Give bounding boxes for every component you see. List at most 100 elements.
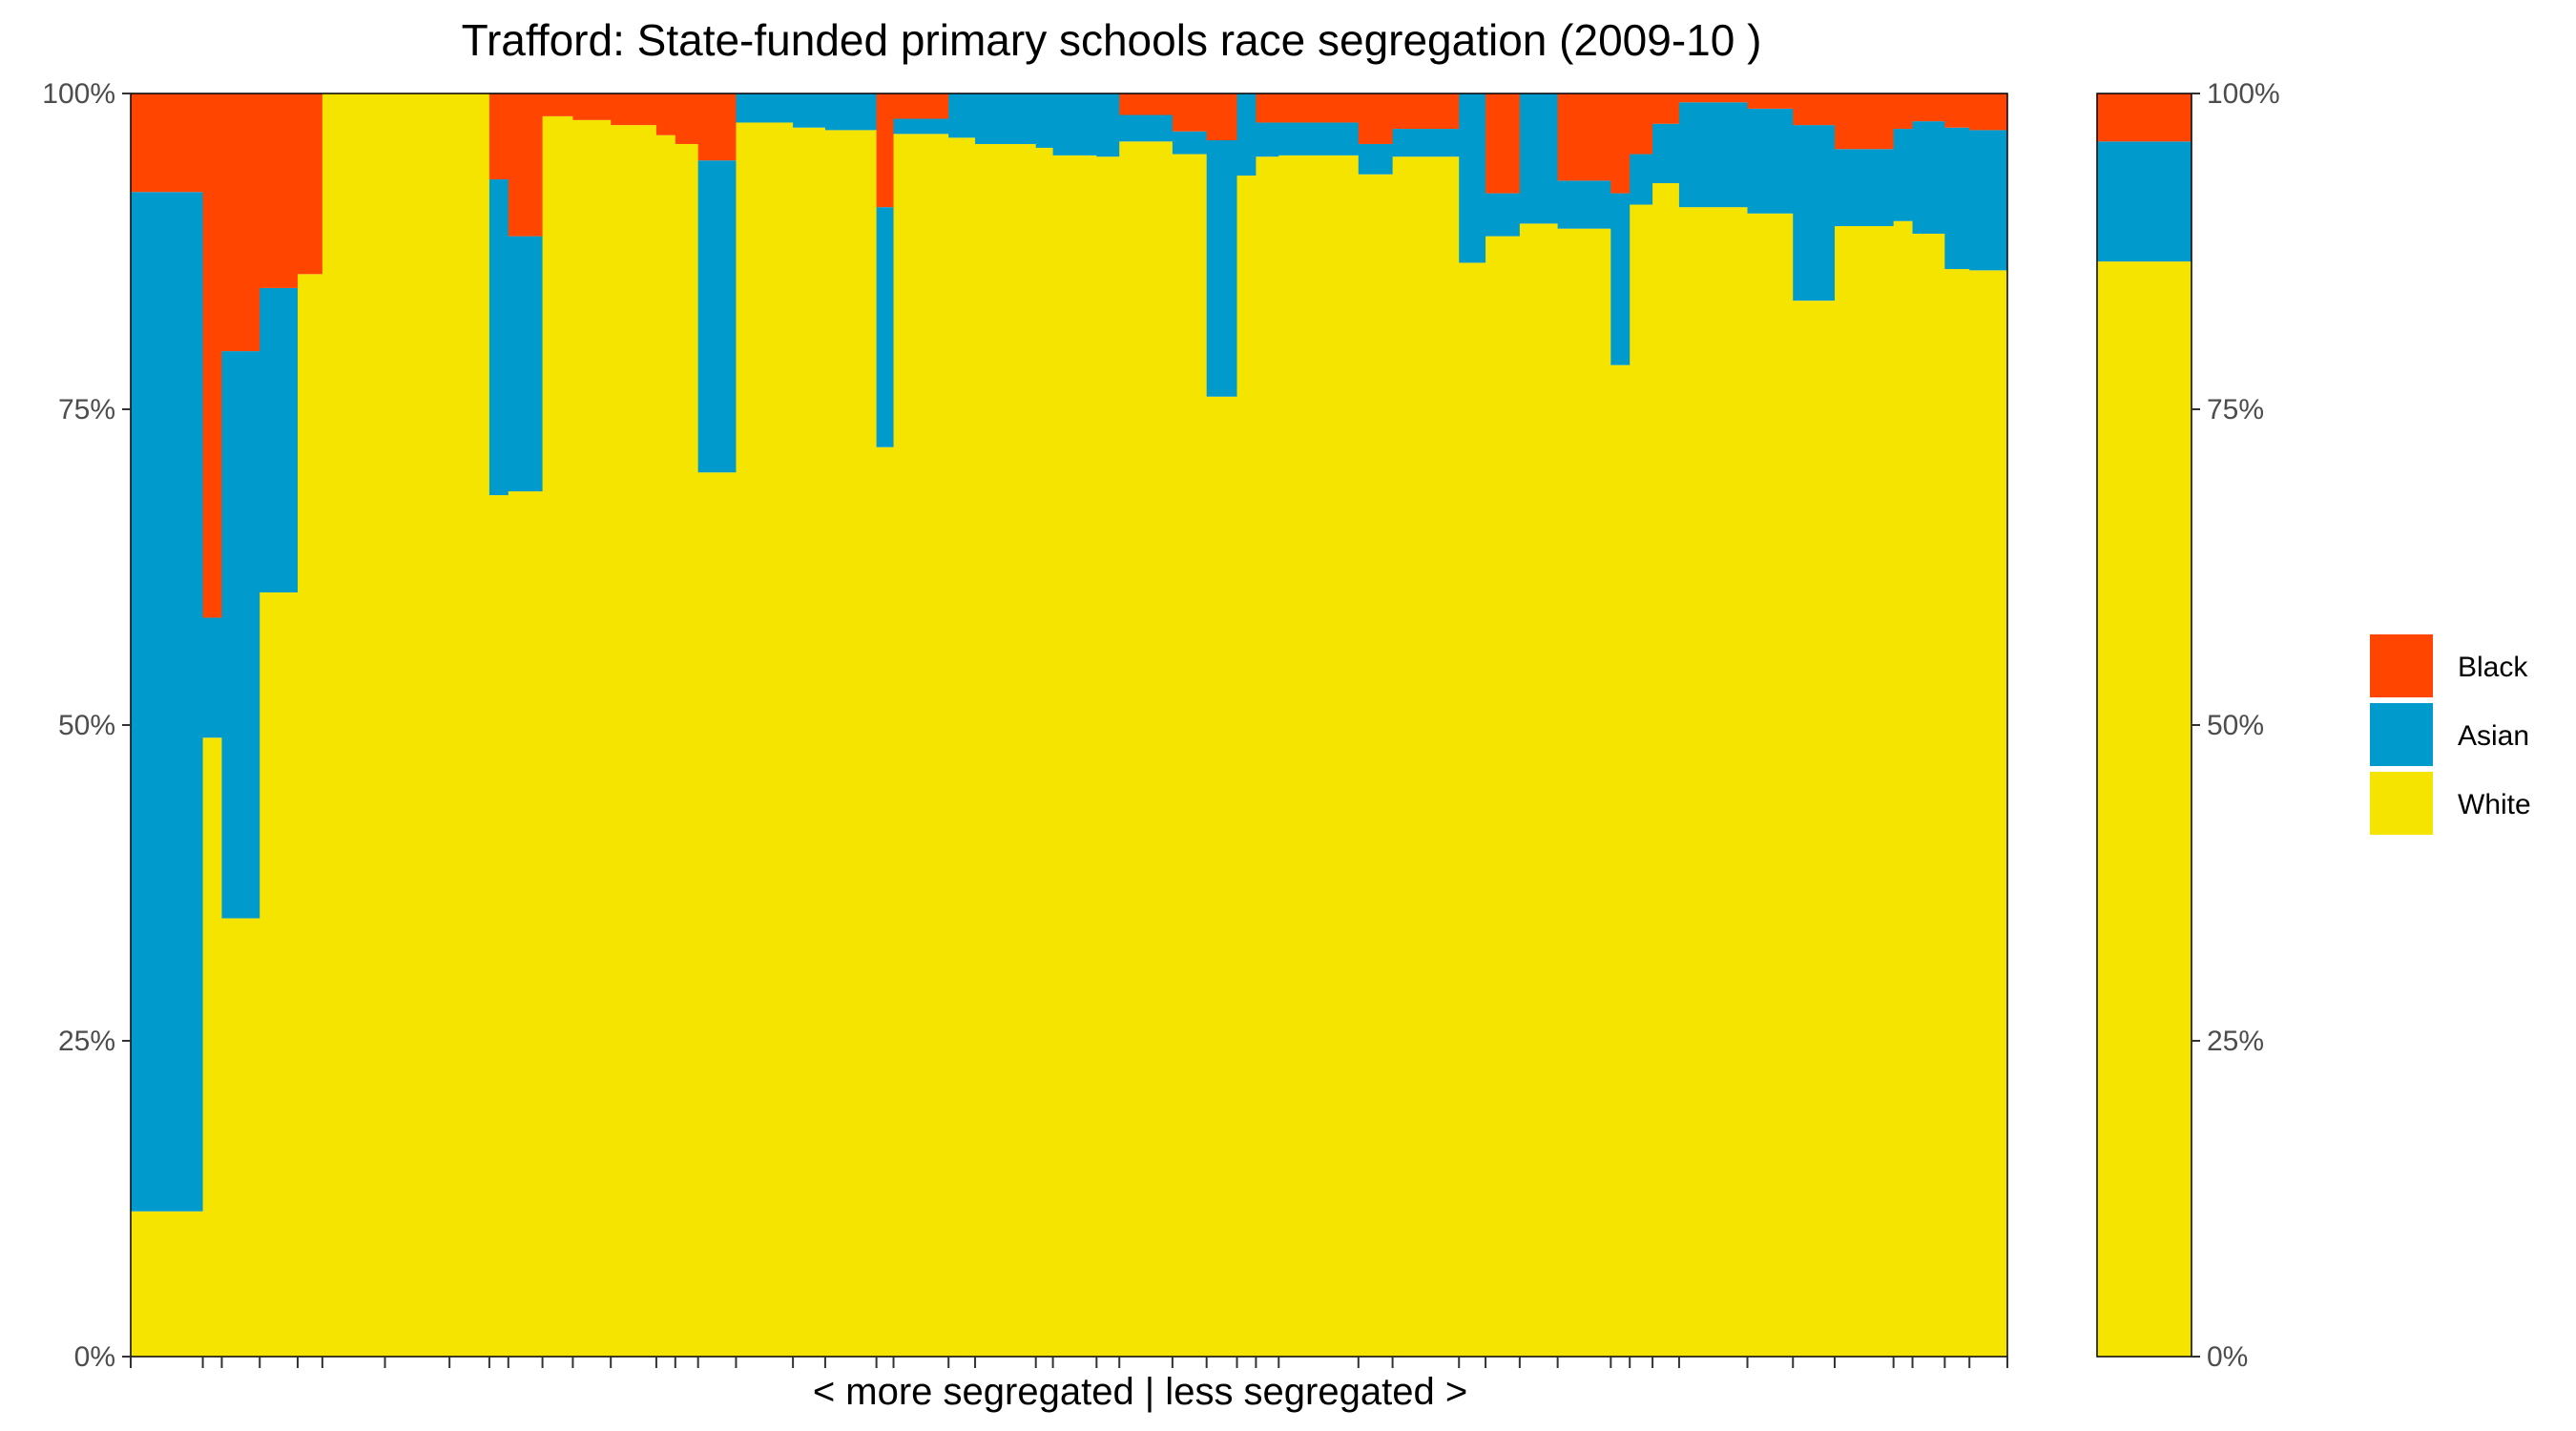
overall-asian-segment-0 — [2097, 141, 2192, 262]
y-tick-label-right-3: 75% — [2207, 394, 2264, 425]
school-asian-segment-30 — [1256, 122, 1279, 157]
school-white-segment-1 — [202, 737, 222, 1357]
legend-label-white: White — [2458, 789, 2531, 820]
school-asian-segment-20 — [893, 118, 949, 135]
school-black-segment-4 — [298, 93, 323, 275]
school-asian-segment-17 — [793, 93, 826, 128]
school-white-segment-46 — [1912, 233, 1945, 1358]
school-asian-segment-32 — [1358, 143, 1394, 175]
school-black-segment-42 — [1747, 93, 1794, 109]
school-white-segment-20 — [893, 134, 949, 1357]
school-white-segment-27 — [1172, 154, 1208, 1357]
school-black-segment-9 — [508, 93, 543, 237]
school-black-segment-12 — [611, 93, 657, 126]
school-black-segment-0 — [131, 93, 203, 193]
y-tick-label-right-1: 25% — [2207, 1026, 2264, 1057]
school-asian-segment-37 — [1557, 180, 1611, 229]
legend: Black Asian White — [2370, 634, 2531, 835]
school-white-segment-29 — [1236, 176, 1257, 1357]
school-white-segment-16 — [736, 122, 794, 1357]
school-black-segment-2 — [221, 93, 260, 352]
school-white-segment-3 — [260, 591, 299, 1357]
school-black-segment-33 — [1392, 93, 1460, 130]
x-axis-title: < more segregated | less segregated > — [813, 1371, 1467, 1413]
chart-title: Trafford: State-funded primary schools r… — [462, 15, 1762, 65]
school-white-segment-28 — [1206, 396, 1237, 1357]
school-black-segment-41 — [1678, 93, 1748, 103]
school-white-segment-15 — [697, 472, 737, 1357]
school-black-segment-43 — [1793, 93, 1836, 126]
school-asian-segment-48 — [1969, 130, 2008, 271]
overall-black-segment-0 — [2097, 93, 2192, 142]
school-black-segment-8 — [488, 93, 509, 180]
school-black-segment-37 — [1557, 93, 1611, 181]
school-black-segment-39 — [1630, 93, 1653, 155]
school-black-segment-38 — [1610, 93, 1631, 194]
school-white-segment-4 — [298, 274, 323, 1357]
school-asian-segment-24 — [1052, 93, 1097, 156]
y-tick-label-left-1: 25% — [58, 1026, 115, 1057]
school-asian-segment-2 — [221, 351, 260, 919]
school-asian-segment-35 — [1485, 193, 1521, 237]
school-black-segment-26 — [1119, 93, 1174, 115]
school-white-segment-36 — [1519, 223, 1559, 1358]
legend-swatch-black — [2370, 634, 2433, 697]
school-asian-segment-44 — [1835, 149, 1895, 227]
school-white-segment-39 — [1630, 204, 1653, 1358]
school-white-segment-45 — [1893, 220, 1913, 1357]
overall-bar — [2097, 93, 2192, 1357]
y-tick-label-left-0: 0% — [74, 1341, 115, 1373]
school-white-segment-34 — [1459, 262, 1486, 1357]
school-black-segment-45 — [1893, 93, 1913, 130]
school-white-segment-37 — [1557, 228, 1611, 1358]
school-asian-segment-16 — [736, 93, 794, 123]
school-white-segment-18 — [824, 130, 878, 1357]
school-white-segment-10 — [542, 115, 573, 1357]
school-white-segment-41 — [1678, 207, 1748, 1357]
school-white-segment-38 — [1610, 364, 1631, 1357]
school-black-segment-35 — [1485, 93, 1521, 194]
school-white-segment-25 — [1096, 156, 1120, 1358]
legend-label-black: Black — [2458, 652, 2528, 683]
school-asian-segment-19 — [876, 207, 894, 447]
school-asian-segment-26 — [1119, 114, 1174, 142]
school-white-segment-7 — [449, 93, 490, 1357]
school-asian-segment-15 — [697, 160, 737, 473]
school-black-segment-14 — [675, 93, 699, 144]
y-tick-label-left-2: 50% — [58, 710, 115, 741]
school-asian-segment-33 — [1392, 129, 1460, 157]
school-black-segment-48 — [1969, 93, 2008, 131]
school-asian-segment-46 — [1912, 121, 1945, 234]
school-asian-segment-42 — [1747, 108, 1794, 214]
school-white-segment-35 — [1485, 236, 1521, 1357]
school-black-segment-10 — [542, 93, 573, 116]
school-asian-segment-27 — [1172, 131, 1208, 155]
school-asian-segment-23 — [1035, 93, 1053, 148]
school-asian-segment-21 — [948, 93, 976, 138]
school-black-segment-15 — [697, 93, 737, 161]
legend-swatch-asian — [2370, 703, 2433, 766]
school-black-segment-19 — [876, 93, 894, 208]
school-white-segment-23 — [1035, 147, 1053, 1357]
school-white-segment-19 — [876, 446, 894, 1358]
school-asian-segment-43 — [1793, 125, 1836, 301]
school-white-segment-31 — [1278, 155, 1360, 1358]
y-tick-label-left-4: 100% — [42, 78, 115, 110]
school-white-segment-24 — [1052, 155, 1097, 1358]
school-white-segment-42 — [1747, 213, 1794, 1357]
school-asian-segment-39 — [1630, 154, 1653, 205]
school-asian-segment-45 — [1893, 129, 1913, 221]
school-white-segment-13 — [655, 135, 676, 1357]
legend-label-asian: Asian — [2458, 720, 2529, 752]
legend-swatch-white — [2370, 772, 2433, 835]
school-black-segment-27 — [1172, 93, 1208, 132]
school-black-segment-30 — [1256, 93, 1279, 123]
y-tick-label-left-3: 75% — [58, 394, 115, 425]
school-bars — [131, 93, 2008, 1358]
school-asian-segment-36 — [1519, 93, 1559, 224]
school-white-segment-33 — [1392, 156, 1460, 1358]
school-black-segment-28 — [1206, 93, 1237, 140]
school-black-segment-46 — [1912, 93, 1945, 122]
school-white-segment-26 — [1119, 141, 1174, 1357]
